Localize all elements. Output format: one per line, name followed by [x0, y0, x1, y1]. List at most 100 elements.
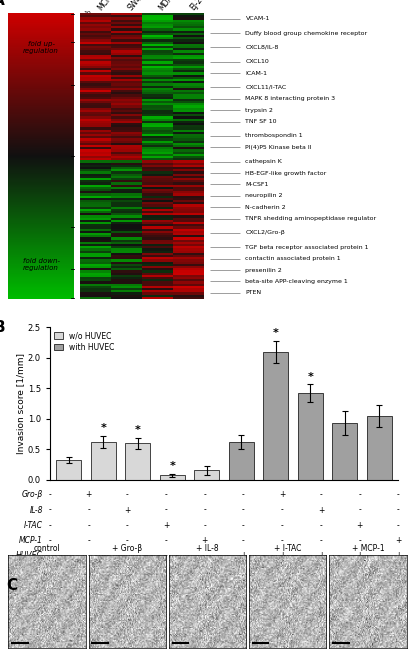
Text: PTEN: PTEN — [245, 290, 261, 295]
Text: TGF beta receptor associated protein 1: TGF beta receptor associated protein 1 — [245, 245, 369, 250]
Text: -: - — [358, 506, 361, 514]
Bar — [56, 460, 81, 480]
Text: -: - — [242, 506, 245, 514]
Text: -: - — [49, 490, 51, 499]
Text: -: - — [203, 490, 206, 499]
Text: ICAM-1: ICAM-1 — [245, 71, 267, 75]
Text: -: - — [126, 551, 129, 561]
Text: fold up-
regulation: fold up- regulation — [23, 41, 59, 54]
Text: IL-8: IL-8 — [29, 506, 43, 514]
Text: +: + — [240, 551, 247, 561]
Text: control: control — [34, 544, 60, 553]
Text: B: B — [0, 320, 6, 334]
Text: -: - — [165, 490, 167, 499]
Text: +: + — [356, 551, 363, 561]
Text: -: - — [165, 536, 167, 545]
Text: +: + — [124, 506, 130, 514]
Text: -: - — [87, 536, 90, 545]
Text: 5: 5 — [84, 40, 88, 45]
Text: -: - — [165, 506, 167, 514]
Text: *: * — [100, 423, 106, 434]
Text: -: - — [281, 536, 283, 545]
Legend: w/o HUVEC, with HUVEC: w/o HUVEC, with HUVEC — [54, 331, 114, 352]
Text: -: - — [49, 506, 51, 514]
Text: -: - — [87, 521, 90, 529]
Text: HUVEC: HUVEC — [16, 551, 43, 561]
Text: -: - — [320, 490, 322, 499]
Text: -: - — [49, 521, 51, 529]
Text: CXCL10: CXCL10 — [245, 59, 269, 64]
Text: -: - — [165, 551, 167, 561]
Y-axis label: Invasion score [1/mm]: Invasion score [1/mm] — [16, 353, 25, 454]
Text: fold down-
regulation: fold down- regulation — [22, 258, 60, 271]
Text: *: * — [135, 425, 141, 435]
Bar — [298, 393, 323, 480]
Text: thrombospondin 1: thrombospondin 1 — [245, 134, 303, 138]
Text: MAPK 8 interacting protein 3: MAPK 8 interacting protein 3 — [245, 97, 336, 101]
Text: +: + — [163, 521, 169, 529]
Text: 10: 10 — [84, 11, 91, 17]
Text: M-CSF1: M-CSF1 — [245, 182, 269, 187]
Text: C: C — [6, 578, 17, 594]
Text: -: - — [87, 506, 90, 514]
Text: *: * — [169, 461, 175, 471]
Text: + IL-8: + IL-8 — [196, 544, 219, 553]
Text: 5: 5 — [84, 267, 88, 272]
Text: +: + — [395, 551, 402, 561]
Text: 2: 2 — [84, 224, 88, 229]
Text: contactin associated protein 1: contactin associated protein 1 — [245, 256, 341, 261]
Text: -: - — [397, 490, 400, 499]
Text: + I-TAC: + I-TAC — [274, 544, 301, 553]
Text: -: - — [358, 536, 361, 545]
Text: MCP-1: MCP-1 — [19, 536, 43, 545]
Text: Gro-β: Gro-β — [22, 490, 43, 499]
Text: +: + — [318, 551, 324, 561]
Text: -: - — [320, 521, 322, 529]
Text: -: - — [242, 490, 245, 499]
Text: +: + — [356, 521, 363, 529]
Text: +: + — [202, 536, 208, 545]
Text: cathepsin K: cathepsin K — [245, 159, 282, 164]
Text: +: + — [85, 490, 92, 499]
Text: beta-site APP-cleaving enzyme 1: beta-site APP-cleaving enzyme 1 — [245, 279, 348, 284]
Text: presenilin 2: presenilin 2 — [245, 268, 282, 272]
Text: neuropilin 2: neuropilin 2 — [245, 193, 283, 198]
Text: -: - — [242, 536, 245, 545]
Text: -: - — [126, 490, 129, 499]
Bar — [125, 443, 150, 480]
Text: -: - — [203, 521, 206, 529]
Text: -: - — [203, 551, 206, 561]
Text: *: * — [273, 329, 279, 338]
Text: 1: 1 — [84, 153, 88, 159]
Bar — [194, 471, 219, 480]
Text: -: - — [397, 506, 400, 514]
Text: -: - — [49, 551, 51, 561]
Text: + Gro-β: + Gro-β — [112, 544, 142, 553]
Text: PI(4)P5 Kinase beta II: PI(4)P5 Kinase beta II — [245, 145, 312, 150]
Text: TNF SF 10: TNF SF 10 — [245, 119, 277, 124]
Bar — [264, 352, 288, 480]
Text: +: + — [279, 551, 286, 561]
Bar — [229, 442, 254, 480]
Text: -: - — [126, 521, 129, 529]
Bar — [91, 442, 116, 480]
Text: *: * — [308, 371, 313, 381]
Text: -: - — [358, 490, 361, 499]
Bar — [367, 416, 392, 480]
Text: TNFR shedding aminopeptidase regulator: TNFR shedding aminopeptidase regulator — [245, 216, 376, 221]
Text: +: + — [318, 506, 324, 514]
Text: -: - — [242, 521, 245, 529]
Bar — [332, 423, 357, 480]
Text: 10: 10 — [84, 295, 91, 300]
Bar — [160, 475, 185, 480]
Text: A: A — [0, 0, 5, 7]
Text: -: - — [320, 536, 322, 545]
Text: -: - — [203, 506, 206, 514]
Text: HB-EGF-like growth factor: HB-EGF-like growth factor — [245, 171, 327, 176]
Text: 2: 2 — [84, 83, 88, 87]
Text: CXCL8/IL-8: CXCL8/IL-8 — [245, 45, 279, 50]
Text: +: + — [395, 536, 402, 545]
Text: VCAM-1: VCAM-1 — [245, 17, 270, 21]
Text: I-TAC: I-TAC — [24, 521, 43, 529]
Text: -: - — [126, 536, 129, 545]
